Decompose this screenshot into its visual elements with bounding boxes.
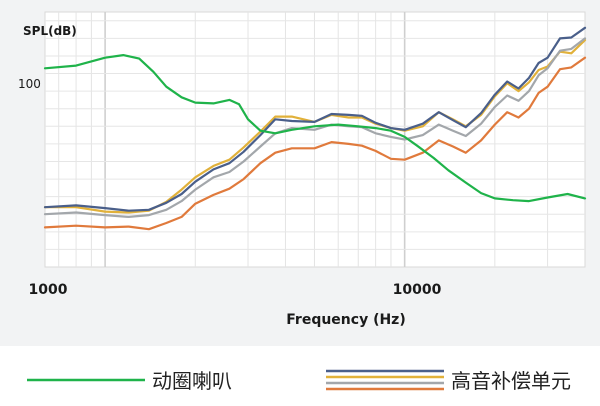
series-line-tweeter-4 bbox=[43, 56, 587, 231]
y-tick-label-100: 100 bbox=[18, 77, 41, 91]
legend-label-tweeter: 高音补偿单元 bbox=[451, 369, 571, 393]
y-axis-label: SPL(dB) bbox=[23, 24, 77, 38]
series-lines bbox=[43, 26, 587, 231]
series-line-tweeter-1 bbox=[43, 38, 587, 214]
grid-lines bbox=[45, 12, 585, 267]
x-tick-label-1000: 1000 bbox=[29, 282, 68, 298]
series-line-woofer bbox=[43, 53, 587, 203]
x-axis-label: Frequency (Hz) bbox=[286, 312, 405, 328]
plot-area bbox=[44, 11, 586, 268]
legend: 动圈喇叭 高音补偿单元 bbox=[27, 369, 571, 393]
x-tick-label-10000: 10000 bbox=[393, 282, 442, 298]
series-line-tweeter-2 bbox=[43, 26, 587, 212]
legend-label-woofer: 动圈喇叭 bbox=[152, 369, 232, 393]
legend-swatch-tweeter bbox=[326, 369, 444, 391]
